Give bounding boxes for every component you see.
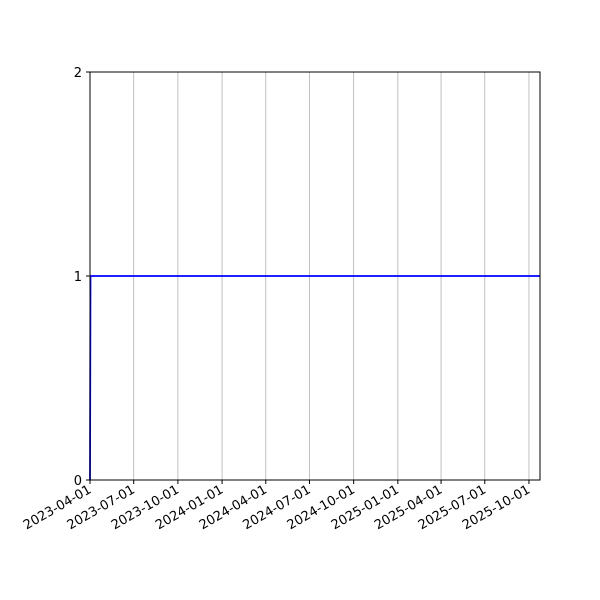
- y-axis: 0 1 2: [74, 66, 90, 489]
- series-layer: [89, 275, 540, 481]
- x-axis: 2023-04-012023-07-012023-10-012024-01-01…: [21, 480, 533, 533]
- series-line: [89, 275, 540, 481]
- y-tick-label: 1: [74, 270, 82, 285]
- y-tick-label: 2: [74, 66, 82, 81]
- y-tick-label: 0: [74, 474, 82, 489]
